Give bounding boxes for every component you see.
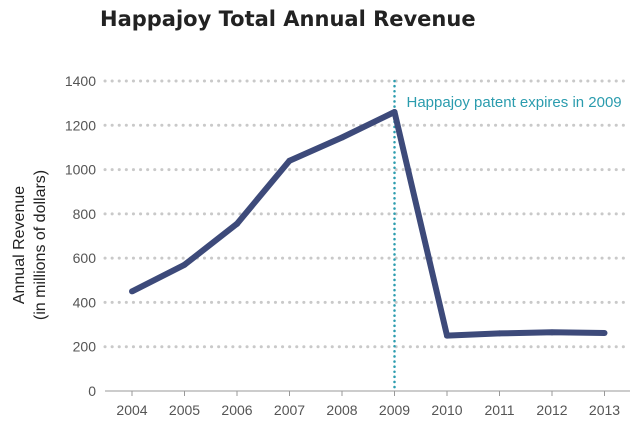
data-points	[129, 109, 608, 339]
x-tick-label-2013: 2013	[589, 402, 620, 418]
y-tick-label-1200: 1200	[65, 117, 96, 133]
y-tick-labels: 0 200 400 600 800 1000 1200 1400	[65, 73, 96, 399]
x-tick-label-2008: 2008	[326, 402, 357, 418]
x-tick-label-2007: 2007	[274, 402, 305, 418]
x-tick-label-2011: 2011	[484, 402, 514, 418]
chart-title: Happajoy Total Annual Revenue	[100, 7, 476, 31]
data-point-2006	[234, 220, 240, 227]
data-point-2004	[129, 288, 135, 295]
x-tick-label-2010: 2010	[431, 402, 462, 418]
y-tick-label-800: 800	[73, 206, 97, 222]
x-tick-labels: 2004 2005 2006 2007 2008 2009 2010 2011 2012 2013	[116, 391, 620, 418]
x-tick-label-2009: 2009	[379, 402, 410, 418]
y-tick-label-1400: 1400	[65, 73, 96, 89]
x-tick-label-2006: 2006	[221, 402, 252, 418]
data-point-2007	[286, 157, 293, 164]
y-tick-label-200: 200	[73, 339, 97, 355]
data-point-2012	[549, 329, 555, 336]
revenue-series-line	[130, 109, 605, 339]
data-point-2010	[444, 332, 450, 339]
y-axis-label-line1: Annual Revenue	[11, 186, 28, 304]
data-point-2005	[181, 261, 188, 268]
y-tick-label-0: 0	[88, 383, 96, 399]
grid-lines	[103, 79, 632, 349]
data-point-2009	[391, 109, 398, 115]
data-point-2008	[339, 134, 345, 141]
data-point-2011	[496, 330, 503, 337]
data-point-2013	[601, 329, 608, 336]
x-tick-label-2012: 2012	[536, 402, 567, 418]
x-tick-label-2005: 2005	[169, 402, 200, 418]
y-tick-label-1000: 1000	[65, 162, 96, 178]
y-tick-label-400: 400	[73, 294, 97, 310]
x-tick-label-2004: 2004	[116, 402, 147, 418]
y-tick-label-600: 600	[73, 250, 97, 266]
y-axis-label-line2: (in millions of dollars)	[32, 170, 49, 320]
annotation-label: Happajoy patent expires in 2009	[407, 94, 622, 111]
